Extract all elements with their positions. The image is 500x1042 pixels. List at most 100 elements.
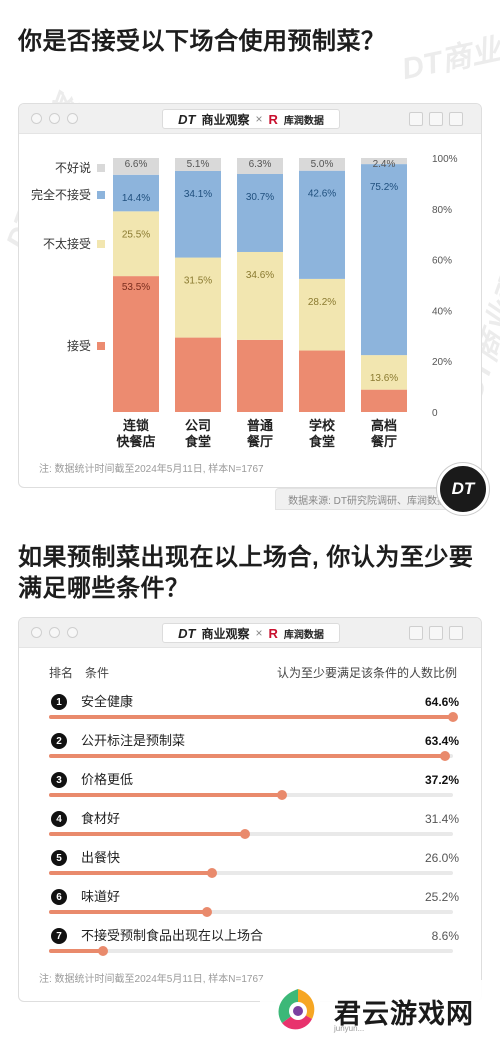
window-dot-icon	[31, 113, 42, 124]
card-header: DT 商业观察 × R 库润数据	[19, 618, 481, 648]
bar-value-label: 5.0%	[311, 159, 334, 170]
bar-fill	[49, 832, 246, 836]
bar-value-label: 75.2%	[370, 182, 398, 193]
condition-value: 26.0%	[424, 851, 459, 865]
bar-value-label: 28.2%	[308, 297, 336, 308]
condition-label: 安全健康	[81, 694, 134, 709]
rank-number: 7	[51, 928, 67, 944]
bar-knob	[201, 907, 212, 917]
legend-label: 不太接受	[43, 236, 91, 251]
chart1-title: 你是否接受以下场合使用预制菜？	[18, 28, 386, 55]
rank-row: 3 价格更低 37.2%	[49, 772, 459, 808]
kr-name: 库润数据	[283, 115, 324, 127]
condition-label: 不接受预制食品出现在以上场合	[81, 928, 264, 943]
bar-segment	[113, 211, 159, 277]
condition-label: 公开标注是预制菜	[81, 733, 186, 748]
bar-track	[49, 946, 453, 956]
category-label: 连锁	[123, 418, 149, 433]
window-minimize-icon	[409, 626, 423, 640]
bar-knob	[206, 868, 217, 878]
site-logo-text: 君云游戏网	[334, 998, 474, 1030]
bar-segment	[113, 276, 159, 412]
bar-segment	[299, 278, 345, 351]
stacked-bar-chart: 0 20% 40% 60% 80% 100% 53.5% 25.5% 14.4% 6.6% 连锁快餐…	[31, 154, 458, 449]
bar-fill	[49, 715, 453, 719]
condition-value: 64.6%	[424, 695, 459, 709]
window-dot-icon	[49, 627, 60, 638]
category-label: 快餐店	[116, 434, 155, 449]
legend-swatch	[97, 191, 105, 199]
category-label: 公司	[185, 418, 211, 433]
chart2-note: 注: 数据统计时间截至2024年5月11日, 样本N=1767	[39, 974, 264, 985]
site-logo-sub: junyun...	[334, 1024, 365, 1033]
bar-fill	[49, 754, 446, 758]
bar-segment	[175, 257, 221, 338]
category-label: 学校	[309, 418, 336, 433]
rank-number: 6	[51, 889, 67, 905]
window-minimize-icon	[409, 112, 423, 126]
bar-knob	[448, 712, 458, 722]
rank-number: 4	[51, 811, 67, 827]
legend-label: 接受	[67, 338, 91, 353]
y-tick-label: 0	[432, 408, 438, 419]
bar-value-label: 42.6%	[308, 189, 336, 200]
rank-row: 6 味道好 25.2%	[49, 889, 459, 925]
rank-header: 排名	[49, 666, 74, 680]
bar-segment	[175, 158, 221, 171]
window-dot-icon	[49, 113, 60, 124]
dt-logo: DT	[178, 111, 196, 127]
legend-swatch	[97, 164, 105, 172]
bar-track	[49, 868, 453, 878]
y-tick-label: 100%	[432, 154, 458, 165]
condition-value: 8.6%	[431, 929, 459, 943]
chart1-source: 数据来源: DT研究院调研、库润数据	[275, 488, 460, 510]
rank-row: 4 食材好 31.4%	[49, 811, 459, 847]
condition-value: 31.4%	[424, 812, 459, 826]
bar-segment	[237, 158, 283, 175]
bar-value-label: 30.7%	[246, 192, 274, 203]
bar-value-label: 2.4%	[373, 159, 396, 170]
condition-label: 出餐快	[81, 850, 121, 865]
bar-value-label: 13.6%	[370, 373, 398, 384]
condition-value: 63.4%	[424, 734, 459, 748]
dt-name: 商业观察	[201, 112, 250, 127]
window-close-icon	[449, 626, 463, 640]
legend-label: 不好说	[55, 160, 91, 175]
condition-label: 味道好	[81, 889, 121, 904]
bar-segment	[175, 170, 221, 258]
site-logo: 君云游戏网 junyun...	[260, 980, 500, 1042]
value-header: 认为至少要满足该条件的人数比例	[276, 666, 457, 680]
legend-label: 完全不接受	[31, 187, 91, 202]
category-label: 食堂	[309, 434, 335, 449]
window-close-icon	[449, 112, 463, 126]
condition-label: 食材好	[81, 811, 121, 826]
bar-segment	[113, 158, 159, 175]
rank-row: 2 公开标注是预制菜 63.4%	[49, 733, 459, 769]
bar-knob	[440, 751, 451, 761]
condition-value: 37.2%	[424, 773, 459, 787]
bar-segment	[361, 164, 407, 356]
bar-segment	[175, 337, 221, 412]
bar-segment	[361, 355, 407, 390]
bar-value-label: 31.5%	[184, 276, 212, 287]
bar-segment	[237, 251, 283, 340]
bar-fill	[49, 793, 282, 797]
window-dot-icon	[31, 627, 42, 638]
rank-number: 5	[51, 850, 67, 866]
dt-name: 商业观察	[201, 626, 250, 641]
times-sign: ×	[255, 112, 263, 126]
bar-segment	[237, 174, 283, 252]
bar-segment	[299, 350, 345, 412]
bar-track	[49, 790, 453, 800]
rank-number: 3	[51, 772, 67, 788]
bar-segment	[237, 339, 283, 412]
site-logo-icon	[272, 985, 324, 1037]
rank-row: 7 不接受预制食品出现在以上场合 8.6%	[49, 928, 459, 964]
legend-swatch	[97, 342, 105, 350]
bar-track	[49, 712, 458, 722]
bar-fill	[49, 949, 103, 953]
y-tick-label: 80%	[432, 205, 452, 216]
dt-badge-icon: DT	[437, 463, 489, 515]
card-header: DT 商业观察 × R 库润数据	[19, 104, 481, 134]
bar-value-label: 6.6%	[125, 159, 148, 170]
